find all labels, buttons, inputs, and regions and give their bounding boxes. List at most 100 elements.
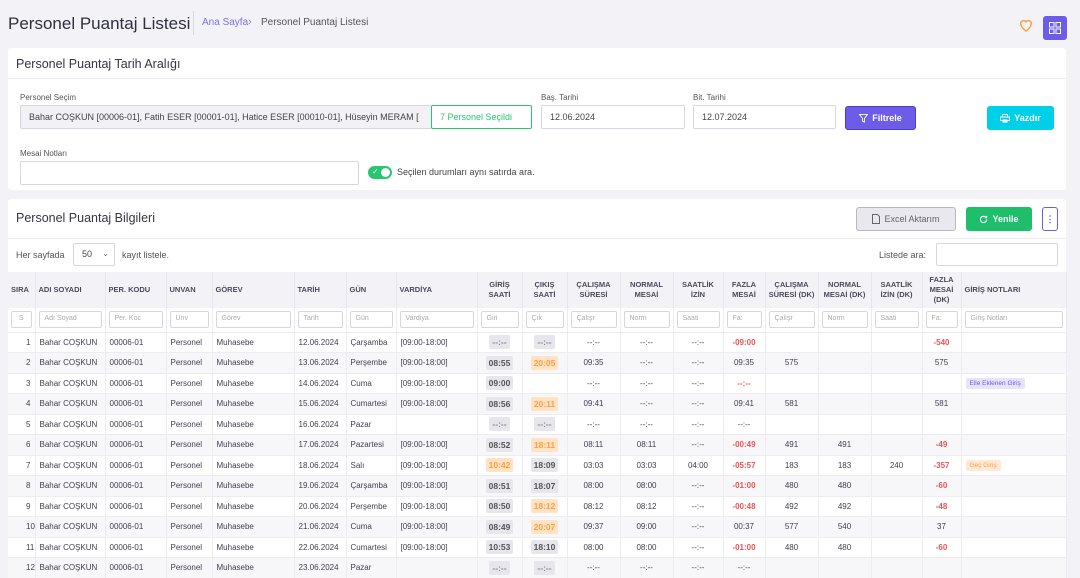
checkout-time-pill: 18:11 — [530, 437, 559, 452]
row-sira-cell: 11 — [8, 537, 36, 558]
column-filter-input[interactable]: Adı Soyad — [38, 311, 102, 329]
column-filter-input[interactable]: Giriş Notları — [964, 311, 1063, 329]
table-row[interactable]: 4 Bahar COŞKUN 00006-01 Personel Muhasebe 15.… — [8, 393, 1067, 415]
col-giris-header[interactable]: GİRİŞ SAATİ — [477, 272, 523, 308]
overtime-value: 00:37 — [733, 522, 755, 532]
row-leave-min-cell — [871, 434, 923, 456]
per-page-select[interactable]: 50 ⌄ — [73, 243, 115, 266]
row-title-cell: Personel — [166, 557, 213, 578]
note-tag: Geç Giriş — [965, 459, 1001, 471]
column-filter-input[interactable]: Norm — [623, 311, 670, 329]
refresh-button[interactable]: Yenile — [966, 207, 1032, 231]
col-normal-dk-header[interactable]: NORMAL MESAİ (DK) — [818, 272, 872, 308]
row-leave-min-cell — [871, 393, 923, 415]
col-vardiya-header[interactable]: VARDİYA — [396, 272, 478, 308]
per-page-prefix: Her sayfada — [16, 250, 65, 260]
row-shift-cell: [09:00-18:00] — [396, 475, 478, 497]
col-calisma-dk-header[interactable]: ÇALIŞMA SÜRESİ (DK) — [765, 272, 819, 308]
table-row[interactable]: 2 Bahar COŞKUN 00006-01 Personel Muhasebe 13.… — [8, 352, 1067, 374]
row-sira-cell: 12 — [8, 557, 36, 578]
column-filter-input[interactable]: Gün — [349, 311, 393, 329]
col-tarih-header[interactable]: TARİH — [294, 272, 347, 308]
overtime-value: -01:00 — [732, 481, 756, 491]
table-row[interactable]: 3 Bahar COŞKUN 00006-01 Personel Muhasebe 14.… — [8, 373, 1067, 394]
col-sira-header[interactable]: SIRA — [8, 272, 36, 308]
breadcrumb-home-link[interactable]: Ana Sayfa — [202, 17, 249, 28]
checkin-time-pill: --:-- — [489, 335, 510, 350]
heart-icon[interactable] — [1018, 17, 1034, 33]
row-shift-cell — [396, 414, 478, 435]
col-fazla-dk-header[interactable]: FAZLA MESAİ (DK) — [922, 272, 962, 308]
col-kod-header[interactable]: PER. KODU — [105, 272, 167, 308]
chevron-down-icon: ⌄ — [102, 249, 109, 258]
col-notlar-header[interactable]: GİRİŞ NOTLARI — [961, 272, 1067, 308]
column-filter-input[interactable]: Tarih — [297, 311, 343, 329]
notes-input[interactable] — [20, 161, 359, 185]
selected-count-badge[interactable]: 7 Personel Seçildi — [431, 105, 532, 129]
col-calisma-header[interactable]: ÇALIŞMA SÜRESİ — [567, 272, 621, 308]
list-search-input[interactable] — [936, 243, 1058, 266]
column-filter-input[interactable]: Norm — [821, 311, 868, 329]
search-label: Listede ara: — [879, 250, 927, 260]
chevron-right-icon: › — [248, 16, 252, 28]
column-filter-input[interactable]: S — [11, 311, 32, 329]
row-work-time-cell: --:-- — [567, 332, 621, 353]
col-cikis-header[interactable]: ÇIKIŞ SAATİ — [522, 272, 568, 308]
row-sira-cell: 9 — [8, 496, 36, 517]
table-row[interactable]: 8 Bahar COŞKUN 00006-01 Personel Muhasebe 19.… — [8, 475, 1067, 497]
column-filter-input[interactable]: Çık — [525, 311, 564, 329]
end-date-input[interactable]: 12.07.2024 — [693, 105, 836, 129]
table-row[interactable]: 10 Bahar COŞKUN 00006-01 Personel Muhasebe 21… — [8, 516, 1067, 538]
column-filter-input[interactable]: Giri — [480, 311, 519, 329]
checkin-time-pill: 10:42 — [485, 458, 514, 473]
table-row[interactable]: 11 Bahar COŞKUN 00006-01 Personel Muhasebe 22… — [8, 537, 1067, 558]
col-izin-dk-header[interactable]: SAATLİK İZİN (DK) — [871, 272, 923, 308]
column-filter-input[interactable]: Vardiya — [399, 311, 474, 329]
column-filter-input[interactable]: Saati — [676, 311, 720, 329]
column-filter-input[interactable]: Çalışr — [768, 311, 815, 329]
excel-button-label: Excel Aktarım — [884, 214, 940, 224]
excel-export-button[interactable]: Excel Aktarım — [856, 207, 956, 231]
row-overtime-min-cell: 581 — [922, 393, 962, 415]
checkin-time-pill: 10:53 — [485, 540, 514, 555]
row-work-time-cell: 08:00 — [567, 475, 621, 497]
col-ad-header[interactable]: ADI SOYADI — [35, 272, 106, 308]
same-row-toggle-label: Seçilen durumları aynı satırda ara. — [397, 167, 535, 177]
column-filter-input[interactable]: Unv — [169, 311, 209, 329]
table-row[interactable]: 5 Bahar COŞKUN 00006-01 Personel Muhasebe 16.… — [8, 414, 1067, 435]
row-work-time-cell: 08:00 — [567, 537, 621, 558]
filter-button[interactable]: Filtrele — [845, 106, 916, 130]
column-filter-input[interactable]: Çalışr — [570, 311, 617, 329]
more-options-button[interactable]: ⋮ — [1042, 207, 1058, 231]
personel-select[interactable]: Bahar COŞKUN [00006-01], Fatih ESER [000… — [20, 105, 432, 129]
same-row-toggle[interactable]: ✓ — [368, 166, 392, 179]
column-filter-cell: Çık — [522, 308, 568, 333]
column-filter-input[interactable]: Fa: — [925, 311, 958, 329]
table-row[interactable]: 6 Bahar COŞKUN 00006-01 Personel Muhasebe 17.… — [8, 434, 1067, 456]
print-button[interactable]: Yazdır — [987, 106, 1054, 130]
col-fazla-header[interactable]: FAZLA MESAİ — [723, 272, 766, 308]
col-izin-header[interactable]: SAATLİK İZİN — [673, 272, 724, 308]
table-row[interactable]: 1 Bahar COŞKUN 00006-01 Personel Muhasebe 12.… — [8, 332, 1067, 353]
row-sira-cell: 5 — [8, 414, 36, 435]
column-filter-input[interactable]: Görev — [215, 311, 291, 329]
column-filter-input[interactable]: Saati — [874, 311, 919, 329]
row-notes-cell: Geç Giriş — [961, 455, 1067, 476]
column-filter-input[interactable]: Per. Koc — [108, 311, 163, 329]
row-shift-cell: [09:00-18:00] — [396, 393, 478, 415]
col-gun-header[interactable]: GÜN — [346, 272, 397, 308]
row-leave-cell: --:-- — [673, 516, 724, 538]
table-row[interactable]: 12 Bahar COŞKUN 00006-01 Personel Muhasebe 23… — [8, 557, 1067, 578]
checkin-time-pill: 08:51 — [485, 478, 514, 493]
col-unvan-header[interactable]: UNVAN — [166, 272, 213, 308]
row-notes-cell — [961, 393, 1067, 415]
table-row[interactable]: 9 Bahar COŞKUN 00006-01 Personel Muhasebe 20.… — [8, 496, 1067, 517]
column-filter-input[interactable]: Fa: — [726, 311, 762, 329]
file-icon — [872, 214, 881, 224]
table-row[interactable]: 7 Bahar COŞKUN 00006-01 Personel Muhasebe 18.… — [8, 455, 1067, 476]
row-day-cell: Perşembe — [346, 496, 397, 517]
apps-button[interactable] — [1043, 16, 1067, 40]
col-normal-header[interactable]: NORMAL MESAİ — [620, 272, 674, 308]
start-date-input[interactable]: 12.06.2024 — [541, 105, 685, 129]
col-gorev-header[interactable]: GÖREV — [212, 272, 295, 308]
